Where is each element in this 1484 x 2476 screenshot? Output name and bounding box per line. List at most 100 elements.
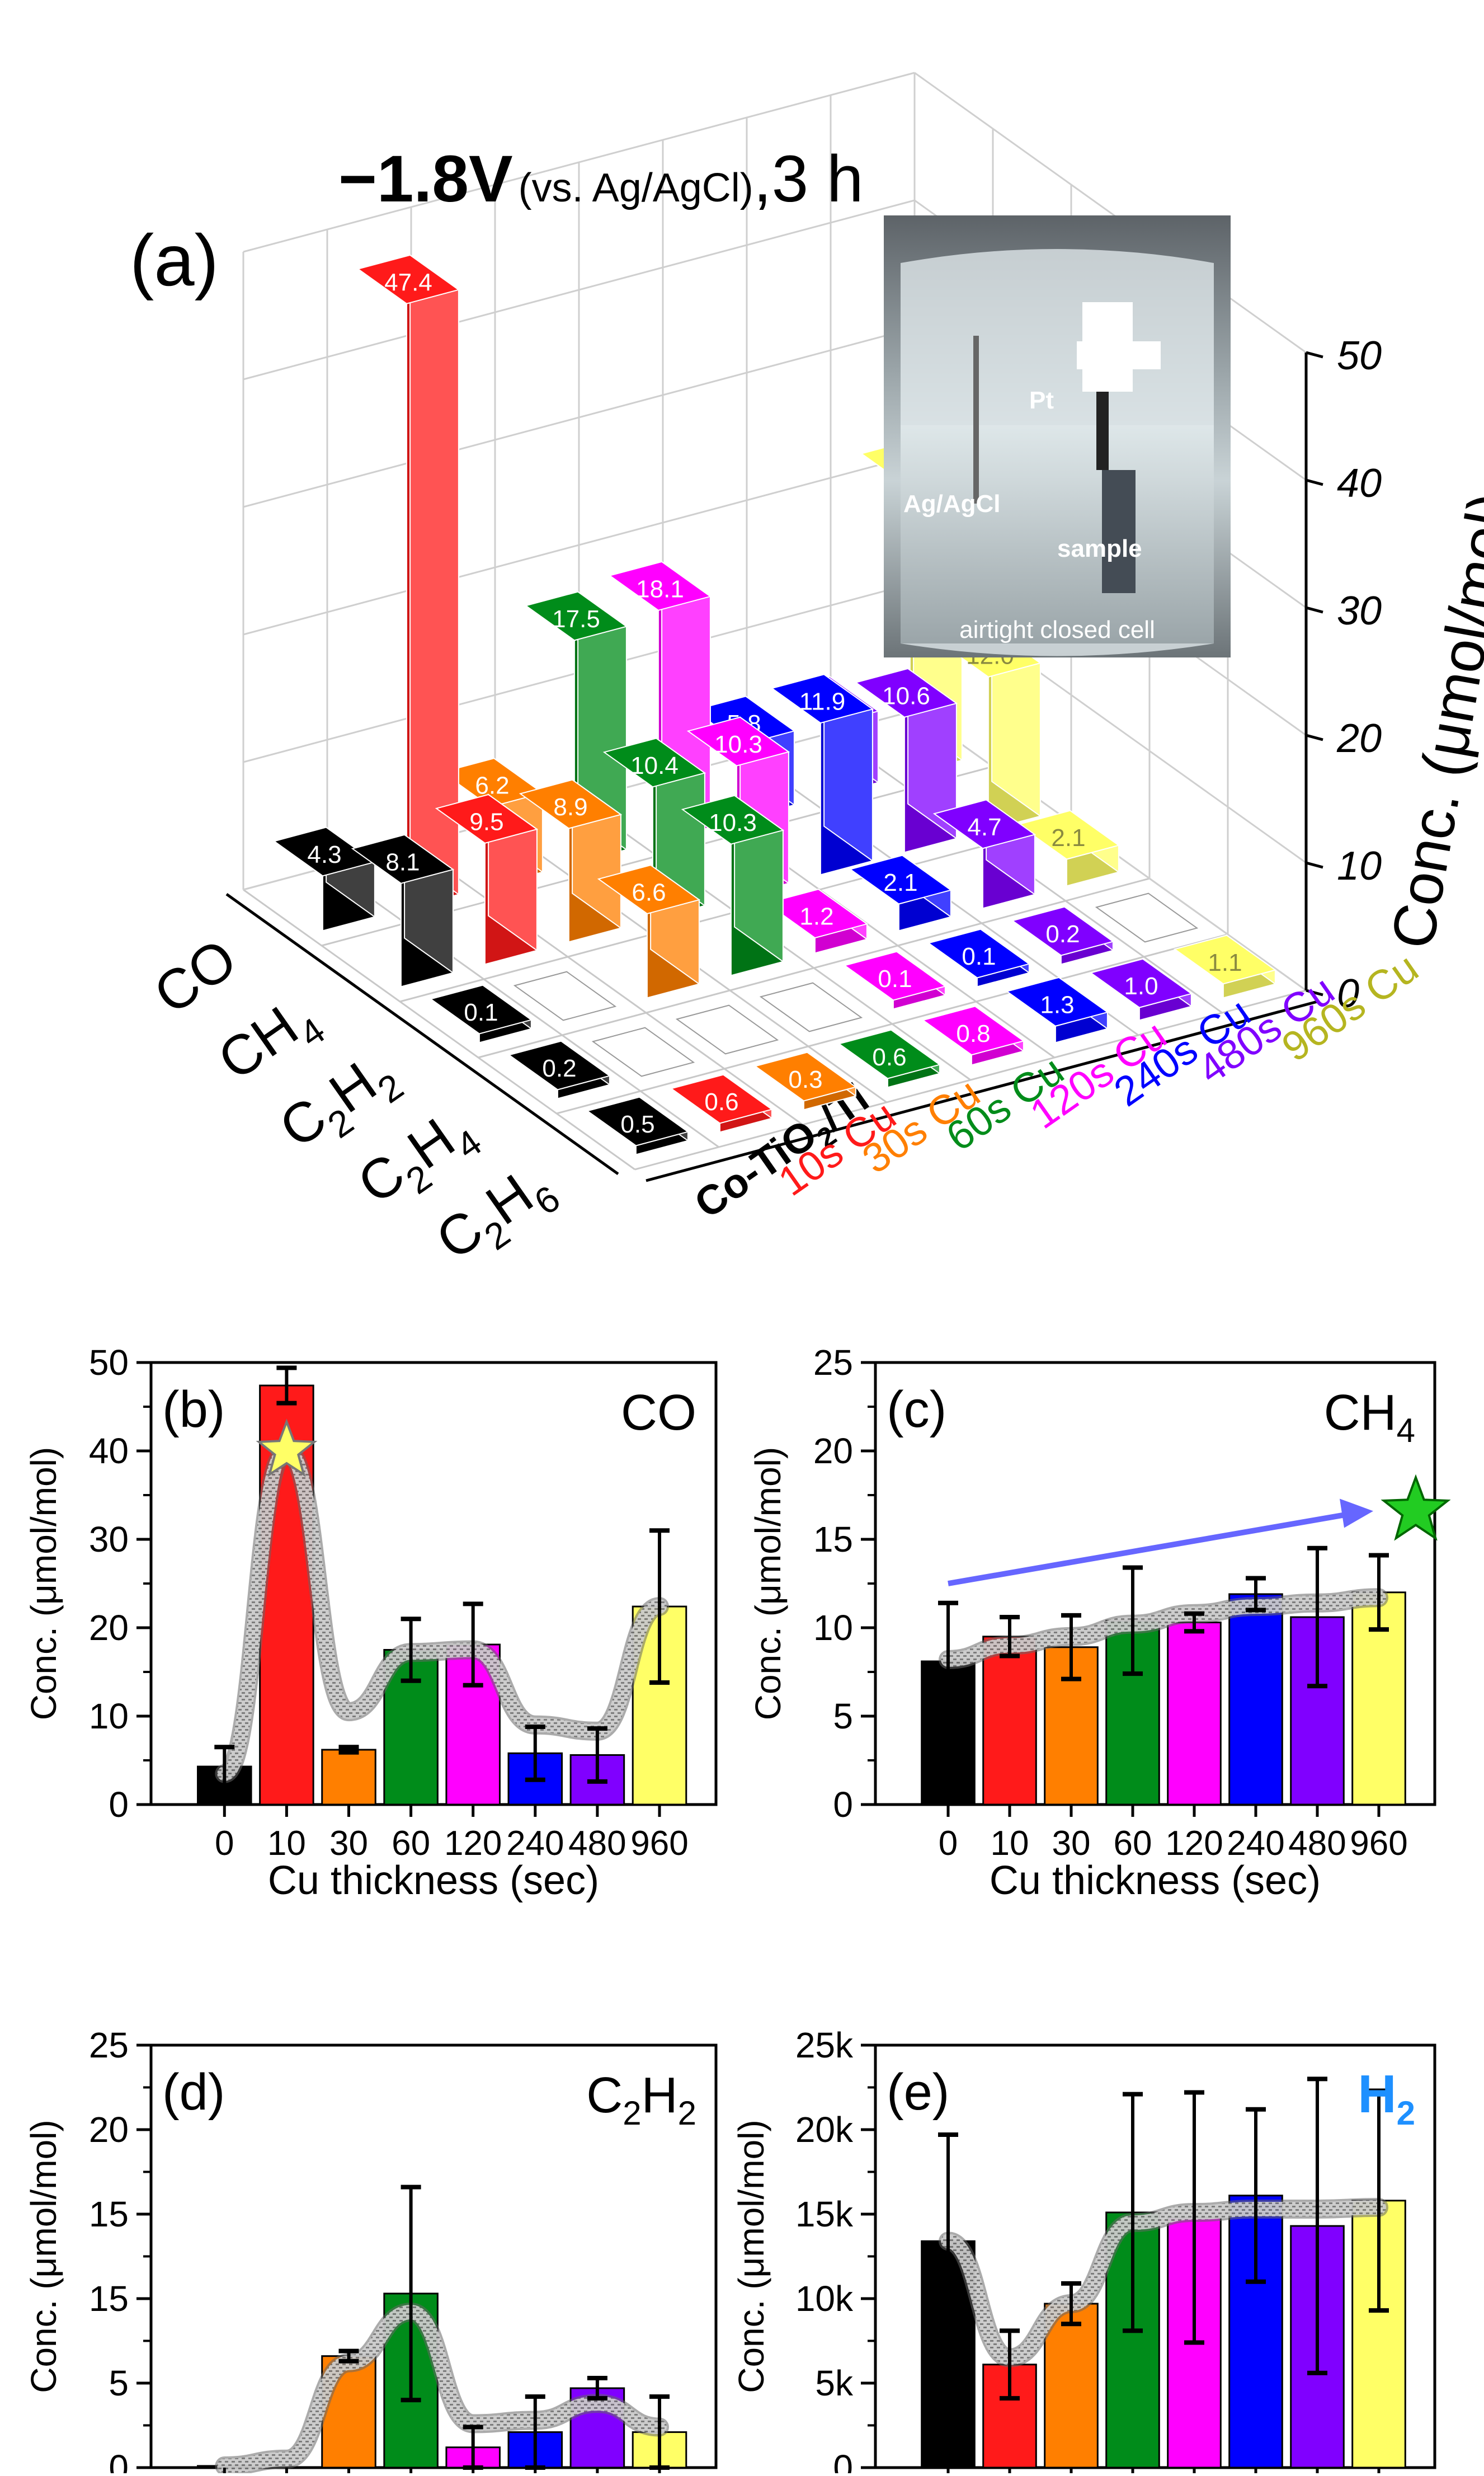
floor-grid-line [411,844,803,1126]
bar-3d: 9.5 [435,793,539,965]
bar-value-label: 11.9 [799,688,845,716]
highlight-star-icon [1381,1474,1451,1541]
bar-3d [1095,892,1199,943]
x-tick-label: 240 [1227,1824,1284,1863]
panel-label: (c) [887,1381,946,1438]
x-tick-label: 120 [1165,1824,1223,1863]
y-tick-label: 25k [795,2025,854,2065]
gas-label: CO [621,1385,696,1441]
bar-value-label: 2.1 [883,869,917,896]
bar [321,1749,376,1806]
bar-3d: 1.0 [1089,957,1193,1021]
trend-band [217,2305,667,2473]
gas-label-sub: 2 [623,2094,641,2132]
bar-3d [591,1027,695,1077]
bar-3d: 47.4 [356,253,460,909]
gas-label-sub: 4 [1397,1412,1415,1449]
panel-c: 0 5 10 15 20 25 0 10 30 60 120 240 480 960 Cu thicknes… [748,1342,1451,1903]
bar-value-label: 0.1 [962,943,996,970]
bar-side-face [409,253,459,896]
y-tick-label: 40 [89,1431,129,1471]
panel-a-title: −1.8V (vs. Ag/AgCl),3 h [338,142,864,216]
bar-3d: 1.2 [765,888,869,954]
bar-top-face [602,737,706,788]
bar-3d: 0.3 [753,1051,858,1111]
bar-value-label: 0.6 [872,1044,906,1071]
bar-value-label: 18.1 [636,575,684,603]
y-tick-label: 10k [795,2278,854,2319]
x-tick-label: 30 [329,1824,368,1863]
bar-top-face [921,1006,1025,1056]
gas-label-base2: H [642,2068,678,2123]
z-axis-tick [1306,351,1323,359]
bar-3d: 0.1 [927,928,1031,988]
y-tick-label: 0 [109,2447,129,2473]
bar-top-face [1005,976,1109,1027]
bar-value-label: 0.8 [956,1020,990,1047]
gas-label-base: H [1358,2064,1396,2124]
y-tick-label: 20 [89,2109,129,2150]
bar-3d: 1.1 [1173,934,1277,999]
bar-top-face [429,984,533,1035]
panel-d: 05151520250103060120240480960Cu thicknes… [23,2025,718,2476]
cell-cap-side [1077,341,1161,369]
photo-label-ref: Ag/AgCl [903,490,1001,518]
bar-value-label: 6.6 [632,879,666,906]
gas-label-base: CO [621,1385,696,1441]
bar-3d: 8.9 [519,778,623,943]
panel-a-label: (a) [130,219,219,301]
floor-grid-line [634,989,1307,1171]
bar [1228,1593,1283,1806]
empty-cell [513,971,617,1021]
trend-arrow-head-icon [1340,1498,1373,1528]
gas-label-base: CO [143,927,248,1026]
gas-label-base: CH [207,994,309,1092]
bar-3d: 6.6 [597,864,701,999]
bar-value-label: 8.9 [553,793,587,821]
panel-a-title-ref: (vs. Ag/AgCl) [519,166,753,210]
bar-top-face [351,834,455,884]
highlight-star-icon [256,1418,318,1477]
y-tick-label: 15 [813,1519,853,1559]
x-tick-label: 10 [267,1824,306,1863]
x-tick-label: 60 [1114,1824,1152,1863]
y-tick-label: 20k [795,2109,854,2150]
bar-top-face [753,1051,858,1102]
empty-cell [759,982,863,1032]
bar-value-label: 0.2 [1045,920,1080,948]
panel-b: 0 10 20 30 40 50 0 10 30 60 120 240 480 960 Cu thickne… [23,1342,718,1903]
bar-value-label: 0.6 [704,1088,738,1116]
gas-axis-line [225,892,619,1176]
bar-value-label: 9.5 [469,808,503,835]
gas-label: CH4 [1324,1385,1415,1449]
gas-label: C2H2 [586,2068,696,2132]
x-tick-label: 60 [392,1824,430,1863]
x-tick-label: 120 [444,1824,502,1863]
x-tick-label: 0 [215,1824,234,1863]
bar-value-label: 1.2 [799,903,833,931]
bar-3d: 2.1 [849,854,953,932]
bar-value-label: 47.4 [384,269,432,296]
gas-label-sub: 2 [1397,2094,1415,2132]
panel-a-title-voltage: −1.8V [338,142,513,216]
bar-3d: 0.2 [1011,905,1115,965]
z-axis-title: Conc. (μmol/mol) [1378,487,1484,953]
z-axis-tick [1306,989,1323,997]
y-tick-label: 5 [833,1696,853,1736]
y-tick-label: 20 [813,1431,853,1471]
electrolyte [901,425,1214,643]
bar [1351,1591,1406,1806]
bar-value-label: 1.3 [1040,991,1074,1018]
x-tick-label: 960 [630,1824,688,1863]
bar-top-face [507,1040,611,1091]
bar-3d: 0.1 [429,984,533,1044]
empty-cell [675,1004,779,1055]
floor-grid-line [243,889,635,1171]
bar-3d: 0.6 [670,1073,774,1133]
z-axis-tick [1306,606,1323,614]
z-axis-tick-label: 20 [1336,716,1382,761]
y-tick-label: 5 [109,2363,129,2403]
x-tick-label: 240 [506,1824,564,1863]
